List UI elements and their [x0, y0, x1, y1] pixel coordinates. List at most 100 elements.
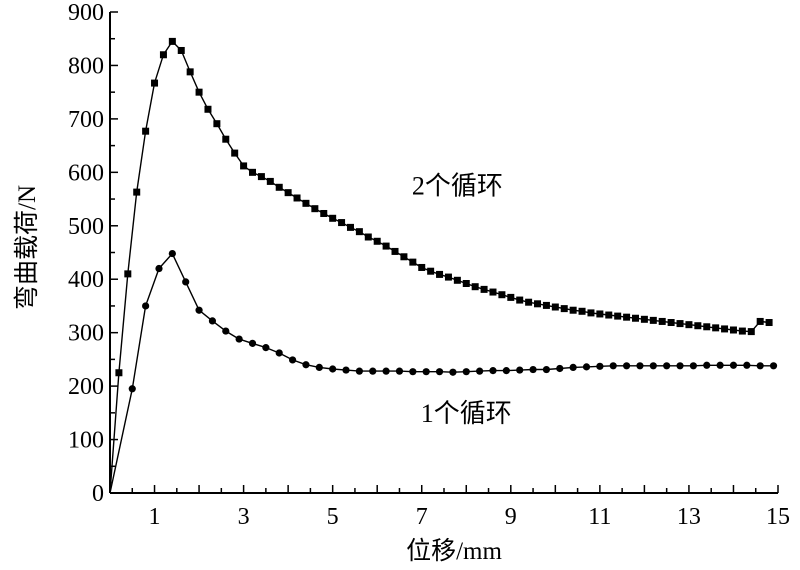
data-point: [382, 242, 390, 250]
series-layer: [109, 37, 778, 494]
data-point: [765, 319, 773, 327]
data-point: [542, 365, 551, 374]
data-point: [587, 309, 595, 317]
y-tick-label: 400: [68, 267, 104, 293]
data-point: [596, 310, 604, 318]
data-point: [729, 326, 737, 334]
data-point: [346, 223, 354, 231]
data-point: [248, 339, 257, 347]
data-point: [369, 367, 377, 375]
data-point: [186, 68, 194, 76]
x-tick-label: 13: [677, 504, 701, 530]
data-point: [721, 325, 729, 333]
y-tick-label: 900: [68, 0, 104, 26]
data-point: [133, 188, 141, 196]
data-point: [159, 51, 167, 59]
data-point: [743, 361, 751, 369]
data-point: [342, 366, 350, 374]
y-tick-label: 600: [68, 160, 104, 186]
data-point: [177, 46, 185, 54]
data-point: [240, 162, 248, 170]
data-point: [649, 362, 657, 370]
data-point: [462, 368, 470, 376]
data-point: [631, 314, 639, 322]
data-point: [427, 267, 435, 275]
data-point: [529, 365, 537, 374]
data-point: [480, 285, 488, 293]
data-point: [382, 367, 390, 375]
y-tick-label: 200: [68, 374, 104, 400]
data-point: [436, 270, 444, 278]
annotation-1-cycle: 1个循环: [421, 399, 512, 428]
x-axis-title: 位移/mm: [406, 537, 502, 565]
data-point: [409, 368, 417, 376]
data-point: [213, 120, 221, 128]
data-point: [355, 367, 363, 375]
data-point: [756, 317, 764, 325]
y-tick-label: 700: [68, 107, 104, 133]
data-point: [124, 270, 132, 278]
series-2: [109, 249, 778, 494]
y-tick-label: 0: [92, 481, 104, 507]
data-point: [315, 363, 323, 372]
y-tick-label: 300: [68, 321, 104, 347]
data-point: [694, 322, 702, 330]
data-point: [320, 209, 328, 217]
data-point: [471, 283, 479, 291]
y-tick-label: 100: [68, 428, 104, 454]
data-point: [516, 366, 524, 374]
data-point: [649, 316, 657, 324]
data-point: [689, 362, 697, 370]
data-point: [489, 288, 497, 296]
y-axis-title: 弯曲载荷/N: [13, 185, 41, 310]
data-point: [623, 313, 631, 321]
data-point: [747, 328, 755, 336]
x-tick-label: 15: [766, 504, 790, 530]
data-point: [596, 362, 604, 370]
data-point: [703, 323, 711, 331]
data-point: [560, 305, 568, 313]
data-point: [462, 279, 470, 287]
data-point: [168, 37, 176, 45]
x-tick-label: 3: [238, 504, 250, 530]
x-tick-label: 7: [416, 504, 428, 530]
data-point: [257, 173, 265, 181]
data-point: [738, 327, 746, 335]
data-point: [685, 321, 693, 329]
data-point: [275, 183, 283, 191]
data-point: [716, 361, 724, 369]
annotation-2-cycles: 2个循环: [412, 172, 503, 201]
data-point: [712, 324, 720, 332]
data-point: [355, 228, 363, 236]
data-point: [249, 168, 257, 176]
data-point: [769, 362, 778, 370]
data-point: [569, 363, 577, 372]
data-point: [489, 367, 497, 375]
data-point: [275, 349, 283, 357]
x-tick-label: 11: [588, 504, 611, 530]
data-point: [502, 367, 510, 375]
data-point: [676, 320, 684, 328]
data-point: [556, 364, 564, 373]
data-point: [569, 306, 577, 314]
data-point: [142, 127, 150, 135]
data-point: [507, 293, 515, 301]
y-tick-label: 800: [68, 53, 104, 79]
data-point: [142, 302, 150, 310]
data-point: [444, 273, 452, 281]
data-point: [195, 306, 203, 314]
data-point: [266, 177, 274, 185]
data-point: [302, 361, 310, 369]
data-point: [525, 298, 533, 306]
data-point: [284, 189, 292, 197]
data-point: [128, 385, 136, 393]
x-tick-label: 5: [327, 504, 339, 530]
data-point: [222, 327, 230, 335]
data-point: [498, 291, 506, 299]
data-point: [168, 249, 176, 258]
data-point: [302, 199, 310, 207]
data-point: [449, 368, 457, 376]
data-point: [582, 363, 591, 371]
